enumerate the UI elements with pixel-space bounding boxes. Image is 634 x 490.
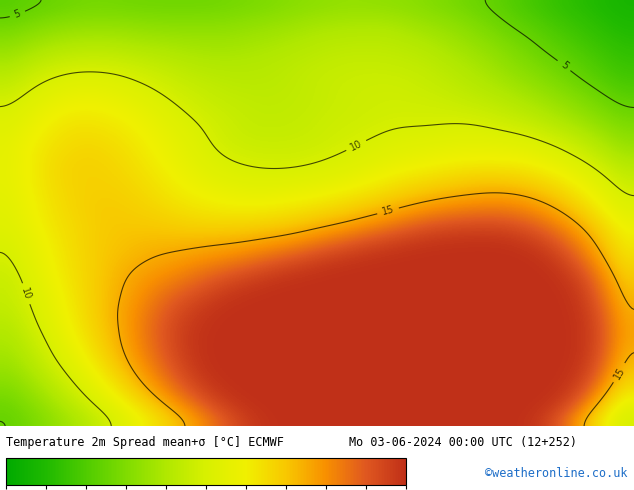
Text: Mo 03-06-2024 00:00 UTC (12+252): Mo 03-06-2024 00:00 UTC (12+252) [349, 436, 577, 449]
Text: 5: 5 [13, 8, 22, 20]
Text: 15: 15 [612, 365, 626, 381]
Text: Temperature 2m Spread mean+σ [°C] ECMWF: Temperature 2m Spread mean+σ [°C] ECMWF [6, 436, 284, 449]
Text: 15: 15 [381, 204, 396, 218]
Text: 10: 10 [20, 286, 33, 301]
Text: ©weatheronline.co.uk: ©weatheronline.co.uk [485, 467, 628, 480]
Text: 10: 10 [349, 138, 364, 153]
Text: 5: 5 [559, 60, 569, 72]
